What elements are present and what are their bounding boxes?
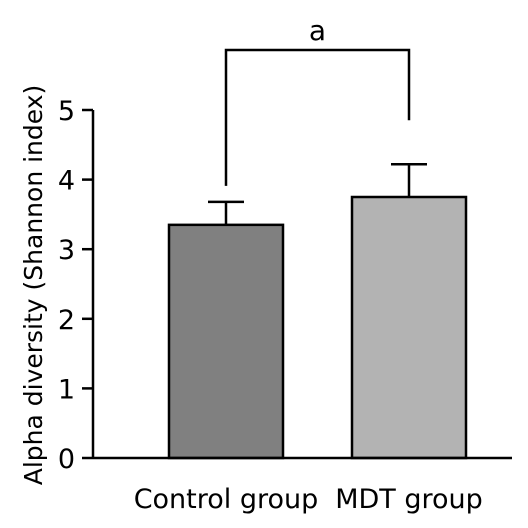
y-axis-label: Alpha diversity (Shannon index) [19,85,48,486]
bar-1 [350,195,468,460]
significance-bracket [224,48,411,186]
bar-0 [167,223,285,460]
category-label-0: Control group [134,484,319,515]
y-tick-label-1: 1 [58,374,75,405]
y-tick-label-0: 0 [58,444,75,475]
category-label-1: MDT group [335,484,483,515]
y-tick-label-3: 3 [58,235,75,266]
significance-label: a [309,14,326,47]
y-tick-label-5: 5 [58,96,75,127]
y-tick-label-2: 2 [58,305,75,336]
y-tick-label-4: 4 [58,166,75,197]
